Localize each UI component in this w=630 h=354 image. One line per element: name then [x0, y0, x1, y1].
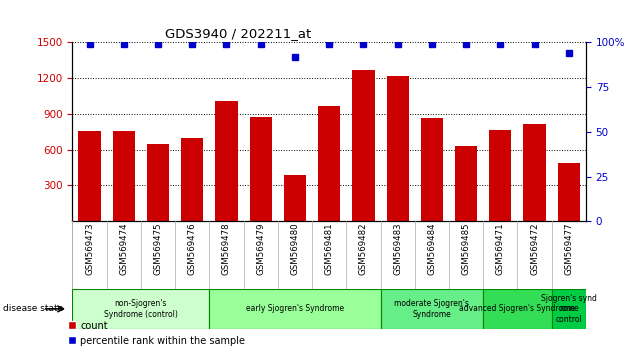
- Bar: [215, 101, 238, 221]
- Bar: [72, 289, 209, 329]
- Text: GSM569481: GSM569481: [324, 223, 334, 275]
- Bar: [249, 117, 272, 221]
- Text: GSM569475: GSM569475: [154, 223, 163, 275]
- Bar: [209, 289, 381, 329]
- Text: non-Sjogren's
Syndrome (control): non-Sjogren's Syndrome (control): [104, 299, 178, 319]
- Bar: [558, 163, 580, 221]
- Legend: count, percentile rank within the sample: count, percentile rank within the sample: [68, 321, 246, 346]
- Bar: [181, 138, 203, 221]
- Text: early Sjogren's Syndrome: early Sjogren's Syndrome: [246, 304, 344, 313]
- Text: GDS3940 / 202211_at: GDS3940 / 202211_at: [165, 27, 311, 40]
- Bar: [455, 145, 477, 221]
- Text: GSM569471: GSM569471: [496, 223, 505, 275]
- Text: disease state: disease state: [3, 304, 64, 313]
- Bar: [490, 130, 512, 221]
- Text: GSM569474: GSM569474: [119, 223, 129, 275]
- Bar: [552, 289, 586, 329]
- Bar: [381, 289, 483, 329]
- Bar: [113, 131, 135, 221]
- Bar: [421, 118, 443, 221]
- Text: GSM569485: GSM569485: [462, 223, 471, 275]
- Text: GSM569477: GSM569477: [564, 223, 573, 275]
- Bar: [387, 76, 409, 221]
- Text: moderate Sjogren's
Syndrome: moderate Sjogren's Syndrome: [394, 299, 469, 319]
- Bar: [79, 131, 101, 221]
- Text: GSM569479: GSM569479: [256, 223, 265, 275]
- Bar: [147, 144, 169, 221]
- Text: GSM569476: GSM569476: [188, 223, 197, 275]
- Text: advanced Sjogren's Syndrome: advanced Sjogren's Syndrome: [459, 304, 575, 313]
- Text: GSM569472: GSM569472: [530, 223, 539, 275]
- Bar: [524, 124, 546, 221]
- Bar: [284, 175, 306, 221]
- Text: GSM569478: GSM569478: [222, 223, 231, 275]
- Text: Sjogren's synd
rome
control: Sjogren's synd rome control: [541, 294, 597, 324]
- Text: GSM569484: GSM569484: [427, 223, 437, 275]
- Text: GSM569483: GSM569483: [393, 223, 402, 275]
- Bar: [352, 70, 374, 221]
- Text: GSM569480: GSM569480: [290, 223, 299, 275]
- Text: GSM569482: GSM569482: [359, 223, 368, 275]
- Text: GSM569473: GSM569473: [85, 223, 94, 275]
- Bar: [318, 105, 340, 221]
- Bar: [483, 289, 552, 329]
